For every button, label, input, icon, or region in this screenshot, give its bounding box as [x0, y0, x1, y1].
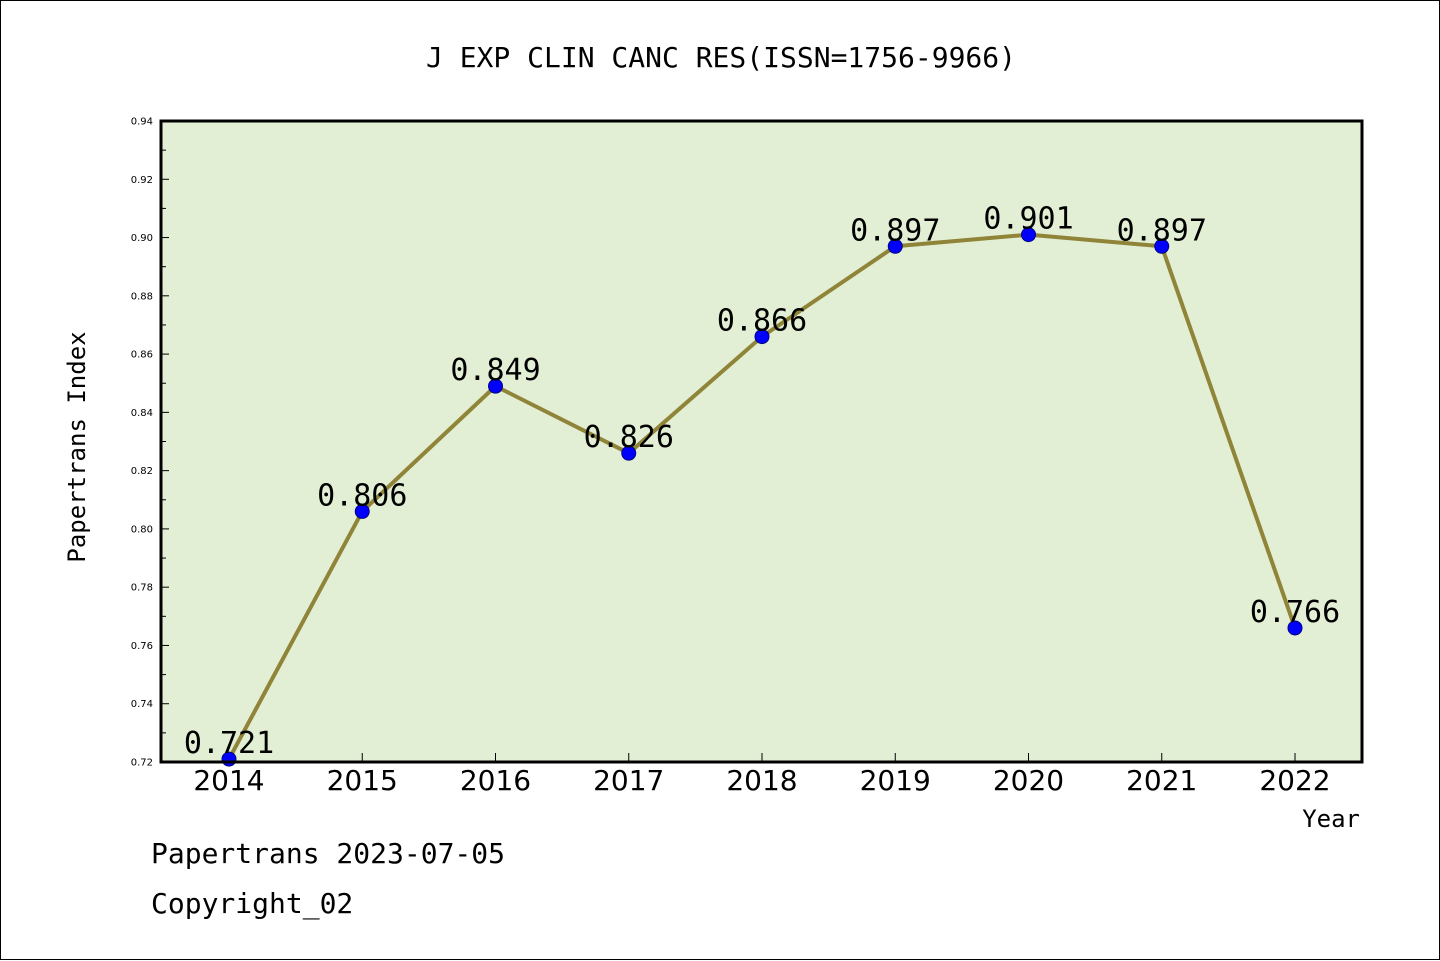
data-label: 0.866 [717, 304, 807, 339]
y-tick-label: 0.82 [131, 466, 153, 477]
data-point [354, 503, 370, 519]
y-tick-label: 0.76 [131, 641, 153, 652]
data-label: 0.849 [450, 353, 540, 388]
plot-border [159, 119, 1364, 764]
x-tick-label: 2015 [327, 764, 398, 797]
x-tick-label: 2017 [593, 764, 664, 797]
data-point [1154, 238, 1170, 254]
footer-date-text: Papertrans 2023-07-05 [151, 837, 506, 870]
y-tick-label: 0.94 [131, 117, 153, 128]
y-tick-label: 0.72 [131, 758, 153, 769]
x-tick-label: 2014 [193, 764, 264, 797]
y-tick-label: 0.80 [131, 524, 153, 535]
data-label: 0.826 [584, 420, 674, 455]
chart-title: J EXP CLIN CANC RES(ISSN=1756-9966) [426, 41, 1016, 74]
x-tick-label: 2016 [460, 764, 531, 797]
data-point [621, 445, 637, 461]
y-tick-label: 0.86 [131, 350, 153, 361]
data-label: 0.806 [317, 478, 407, 513]
plot-area [161, 121, 1362, 762]
y-tick-label: 0.78 [131, 583, 153, 594]
data-point [754, 329, 770, 345]
data-point [1021, 227, 1036, 243]
data-label: 0.721 [184, 726, 274, 761]
data-point [887, 238, 903, 254]
x-tick-label: 2022 [1259, 764, 1330, 797]
y-tick-label: 0.88 [131, 291, 153, 302]
footer-copyright-text: Copyright_02 [151, 887, 354, 920]
x-tick-label: 2019 [860, 764, 931, 797]
data-label: 0.897 [1117, 213, 1207, 248]
data-point [488, 378, 503, 394]
axis-ticks: 0.72 0.74 0.76 0.78 0.80 0.82 0.84 0.86 0.88 0.90… [131, 117, 1331, 798]
x-tick-label: 2018 [726, 764, 797, 797]
y-tick-label: 0.74 [131, 699, 153, 710]
x-tick-label: 2020 [993, 764, 1064, 797]
y-axis-label: Papertrans Index [63, 331, 91, 562]
data-label: 0.897 [850, 213, 940, 248]
x-axis-label: Year [1302, 805, 1360, 833]
data-label: 0.766 [1250, 595, 1340, 630]
y-tick-label: 0.92 [131, 175, 153, 186]
y-tick-label: 0.84 [131, 408, 153, 419]
data-labels: 0.721 0.806 0.849 0.826 0.866 0.897 0.901 0.897… [184, 202, 1340, 761]
y-tick-label: 0.90 [131, 233, 153, 244]
x-tick-label: 2021 [1126, 764, 1197, 797]
data-point [1287, 620, 1303, 636]
data-label: 0.901 [983, 202, 1073, 237]
